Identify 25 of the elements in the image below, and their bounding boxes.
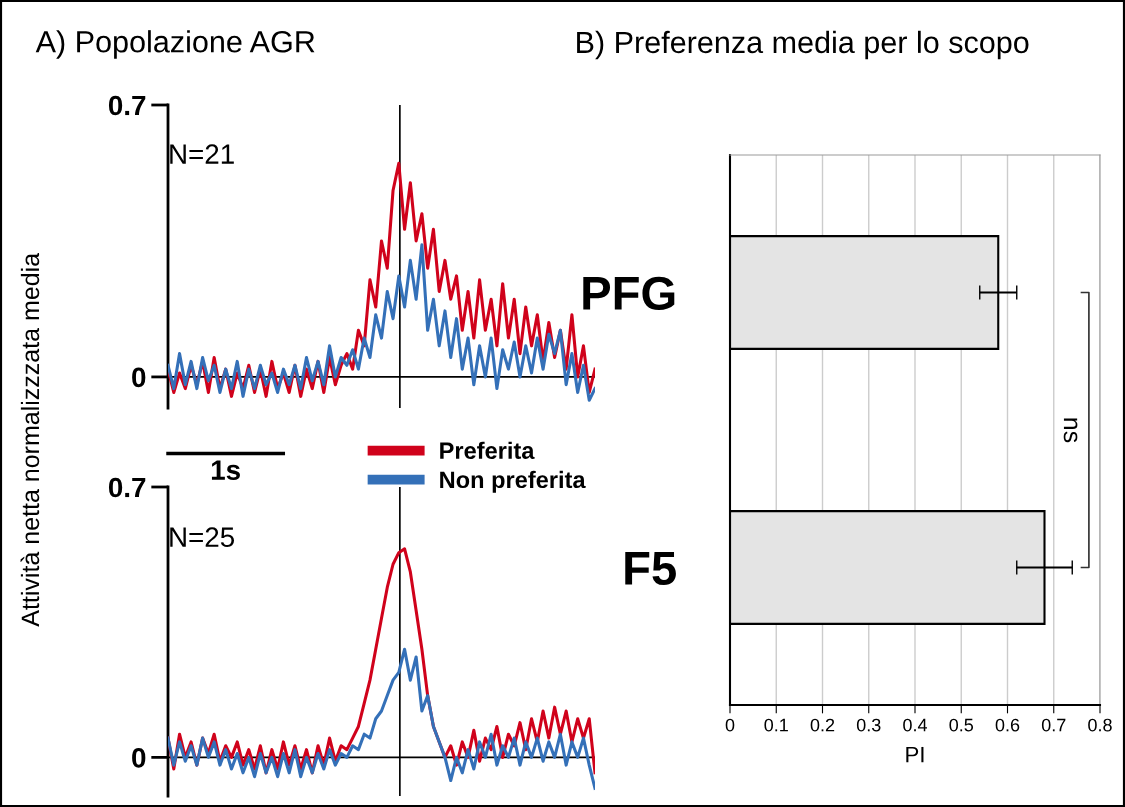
text: 1s	[211, 460, 240, 480]
annotation: ns	[1063, 418, 1078, 443]
annotation: N=21	[170, 144, 234, 164]
annotation: N=25	[170, 527, 235, 547]
y-tick-label: 0.7	[108, 477, 146, 498]
y-tick-label: 0	[132, 748, 146, 768]
x-tick-label: 0.4	[903, 718, 928, 732]
y-tick-label: PFG	[583, 276, 675, 311]
y-tick-label: F5	[625, 552, 676, 586]
x-tick-label: 0.1	[764, 718, 788, 732]
x-tick-label: 0.8	[1088, 718, 1112, 732]
y-axis-title: Attività netta normalizzzata media	[20, 252, 40, 627]
x-axis-title: PI	[906, 746, 924, 763]
x-tick-label: 0.2	[810, 718, 835, 732]
chart-title: A) Popolazione AGR	[35, 30, 315, 59]
x-tick-label: 0.6	[995, 718, 1020, 732]
x-tick-label: 0	[725, 718, 735, 732]
x-tick-label: 0.3	[856, 718, 881, 732]
legend-label: Non preferita	[440, 470, 586, 493]
chart-title: B) Preferenza media per lo scopo	[577, 30, 1029, 60]
x-tick-label: 0.5	[949, 718, 974, 732]
y-tick-label: 0	[132, 367, 146, 388]
x-tick-label: 0.7	[1041, 718, 1066, 732]
legend-label: Preferita	[440, 441, 535, 460]
y-tick-label: 0.7	[108, 95, 146, 116]
